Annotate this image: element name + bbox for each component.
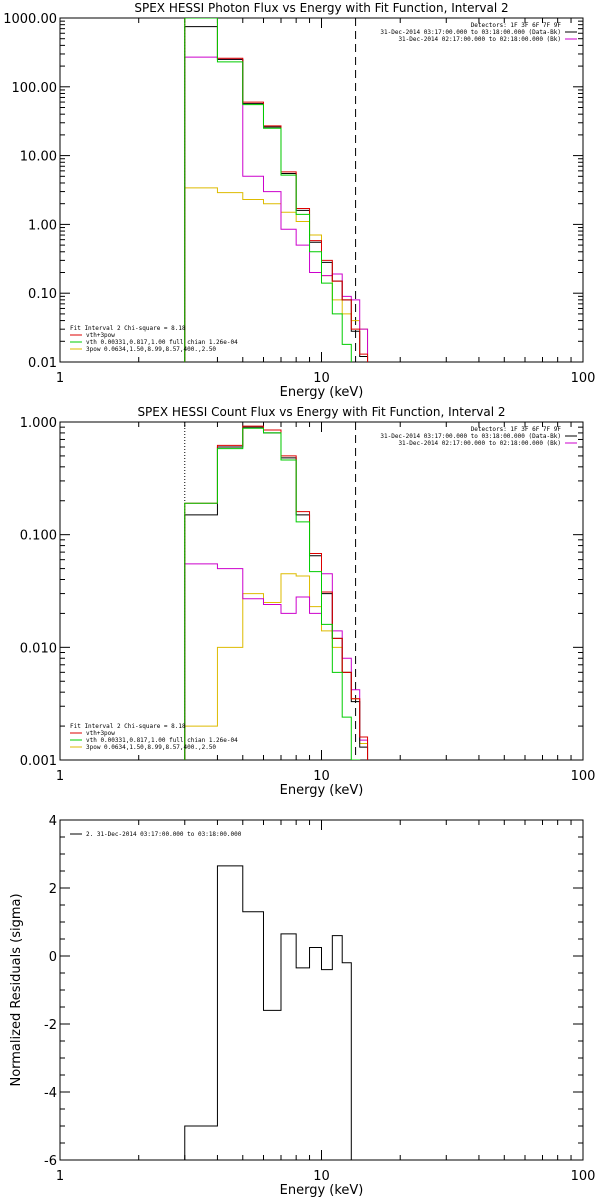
x-tick-label: 1: [56, 769, 64, 784]
y-tick-label: 1000.00: [3, 12, 57, 27]
chart-title: SPEX HESSI Count Flux vs Energy with Fit…: [137, 405, 505, 419]
x-tick-label: 100: [571, 371, 596, 386]
chart-3: 1 10 100 Energy (keV) -6 -4 -2 0 2 4 Normalized Re…: [9, 814, 595, 1198]
x-axis-label: Energy (keV): [280, 783, 364, 798]
x-tick-label: 100: [571, 1169, 596, 1184]
legend-top-text: 31-Dec-2014 02:17:00.000 to 02:18:00.000…: [398, 36, 561, 43]
y-tick-label: 0.10: [28, 287, 57, 302]
legend-top-text: Detectors: 1F 3F 6F 7F 9F: [471, 22, 562, 29]
fit-legend-text: vth+3pow: [86, 730, 115, 737]
x-axis-label: Energy (keV): [280, 385, 364, 400]
fit-legend-text: vth+3pow: [86, 332, 115, 339]
y-tick-label: -6: [44, 1154, 57, 1169]
series-0-line: [184, 26, 369, 362]
series-0-line: [184, 426, 369, 760]
y-tick-label: -2: [44, 1018, 57, 1033]
plot-frame: [59, 17, 584, 363]
y-axis-label: Normalized Residuals (sigma): [9, 893, 24, 1086]
series-3-line: [184, 563, 369, 760]
y-tick-label: 0.100: [20, 529, 57, 544]
y-tick-label: 4: [49, 814, 57, 829]
y-tick-label: 0.001: [20, 754, 57, 769]
series-2-line: [184, 18, 352, 362]
series-0-line: [184, 865, 352, 1160]
chart-2: SPEX HESSI Count Flux vs Energy with Fit…: [20, 405, 596, 798]
series-1-line: [184, 18, 369, 362]
y-tick-label: 0.010: [20, 641, 57, 656]
x-tick-label: 10: [313, 371, 330, 386]
x-axis-label: Energy (keV): [280, 1183, 364, 1198]
y-tick-label: 0.01: [28, 356, 57, 371]
chart-title: SPEX HESSI Photon Flux vs Energy with Fi…: [134, 1, 508, 15]
x-tick-label: 1: [56, 371, 64, 386]
fit-legend-text: 3pow 0.0634,1.50,8.99,8.57,400.,2.50: [86, 744, 216, 751]
series-3-line: [184, 56, 369, 362]
x-tick-label: 100: [571, 769, 596, 784]
series-2-line: [184, 427, 361, 760]
legend-top-text: 2. 31-Dec-2014 03:17:00.000 to 03:18:00.…: [86, 831, 242, 838]
y-tick-label: 100.00: [12, 81, 58, 96]
y-tick-label: 1.000: [20, 416, 57, 431]
plot-frame: [59, 819, 584, 1161]
x-tick-label: 1: [56, 1169, 64, 1184]
y-tick-label: -4: [44, 1086, 57, 1101]
fit-legend-text: Fit Interval 2 Chi-square = 8.18: [70, 723, 186, 730]
fit-legend-text: Fit Interval 2 Chi-square = 8.18: [70, 325, 186, 332]
chart-1: SPEX HESSI Photon Flux vs Energy with Fi…: [3, 1, 595, 400]
fit-legend-text: vth 0.00331,0.817,1.00 full chian 1.26e-…: [86, 737, 238, 744]
x-tick-label: 10: [313, 1169, 330, 1184]
legend-top-text: 31-Dec-2014 02:17:00.000 to 02:18:00.000…: [398, 440, 561, 447]
y-tick-label: 10.00: [20, 150, 57, 165]
y-tick-label: 1.00: [28, 218, 57, 233]
fit-legend-text: 3pow 0.0634,1.50,8.99,8.57,400.,2.50: [86, 346, 216, 353]
legend-top-text: Detectors: 1F 3F 6F 7F 9F: [471, 426, 562, 433]
x-tick-label: 10: [313, 769, 330, 784]
legend-top-text: 31-Dec-2014 03:17:00.000 to 03:18:00.000…: [380, 29, 561, 36]
series-1-line: [184, 425, 369, 760]
y-tick-label: 0: [49, 950, 57, 965]
fit-legend-text: vth 0.00331,0.817,1.00 full chian 1.26e-…: [86, 339, 238, 346]
y-tick-label: 2: [49, 882, 57, 897]
legend-top-text: 31-Dec-2014 03:17:00.000 to 03:18:00.000…: [380, 433, 561, 440]
